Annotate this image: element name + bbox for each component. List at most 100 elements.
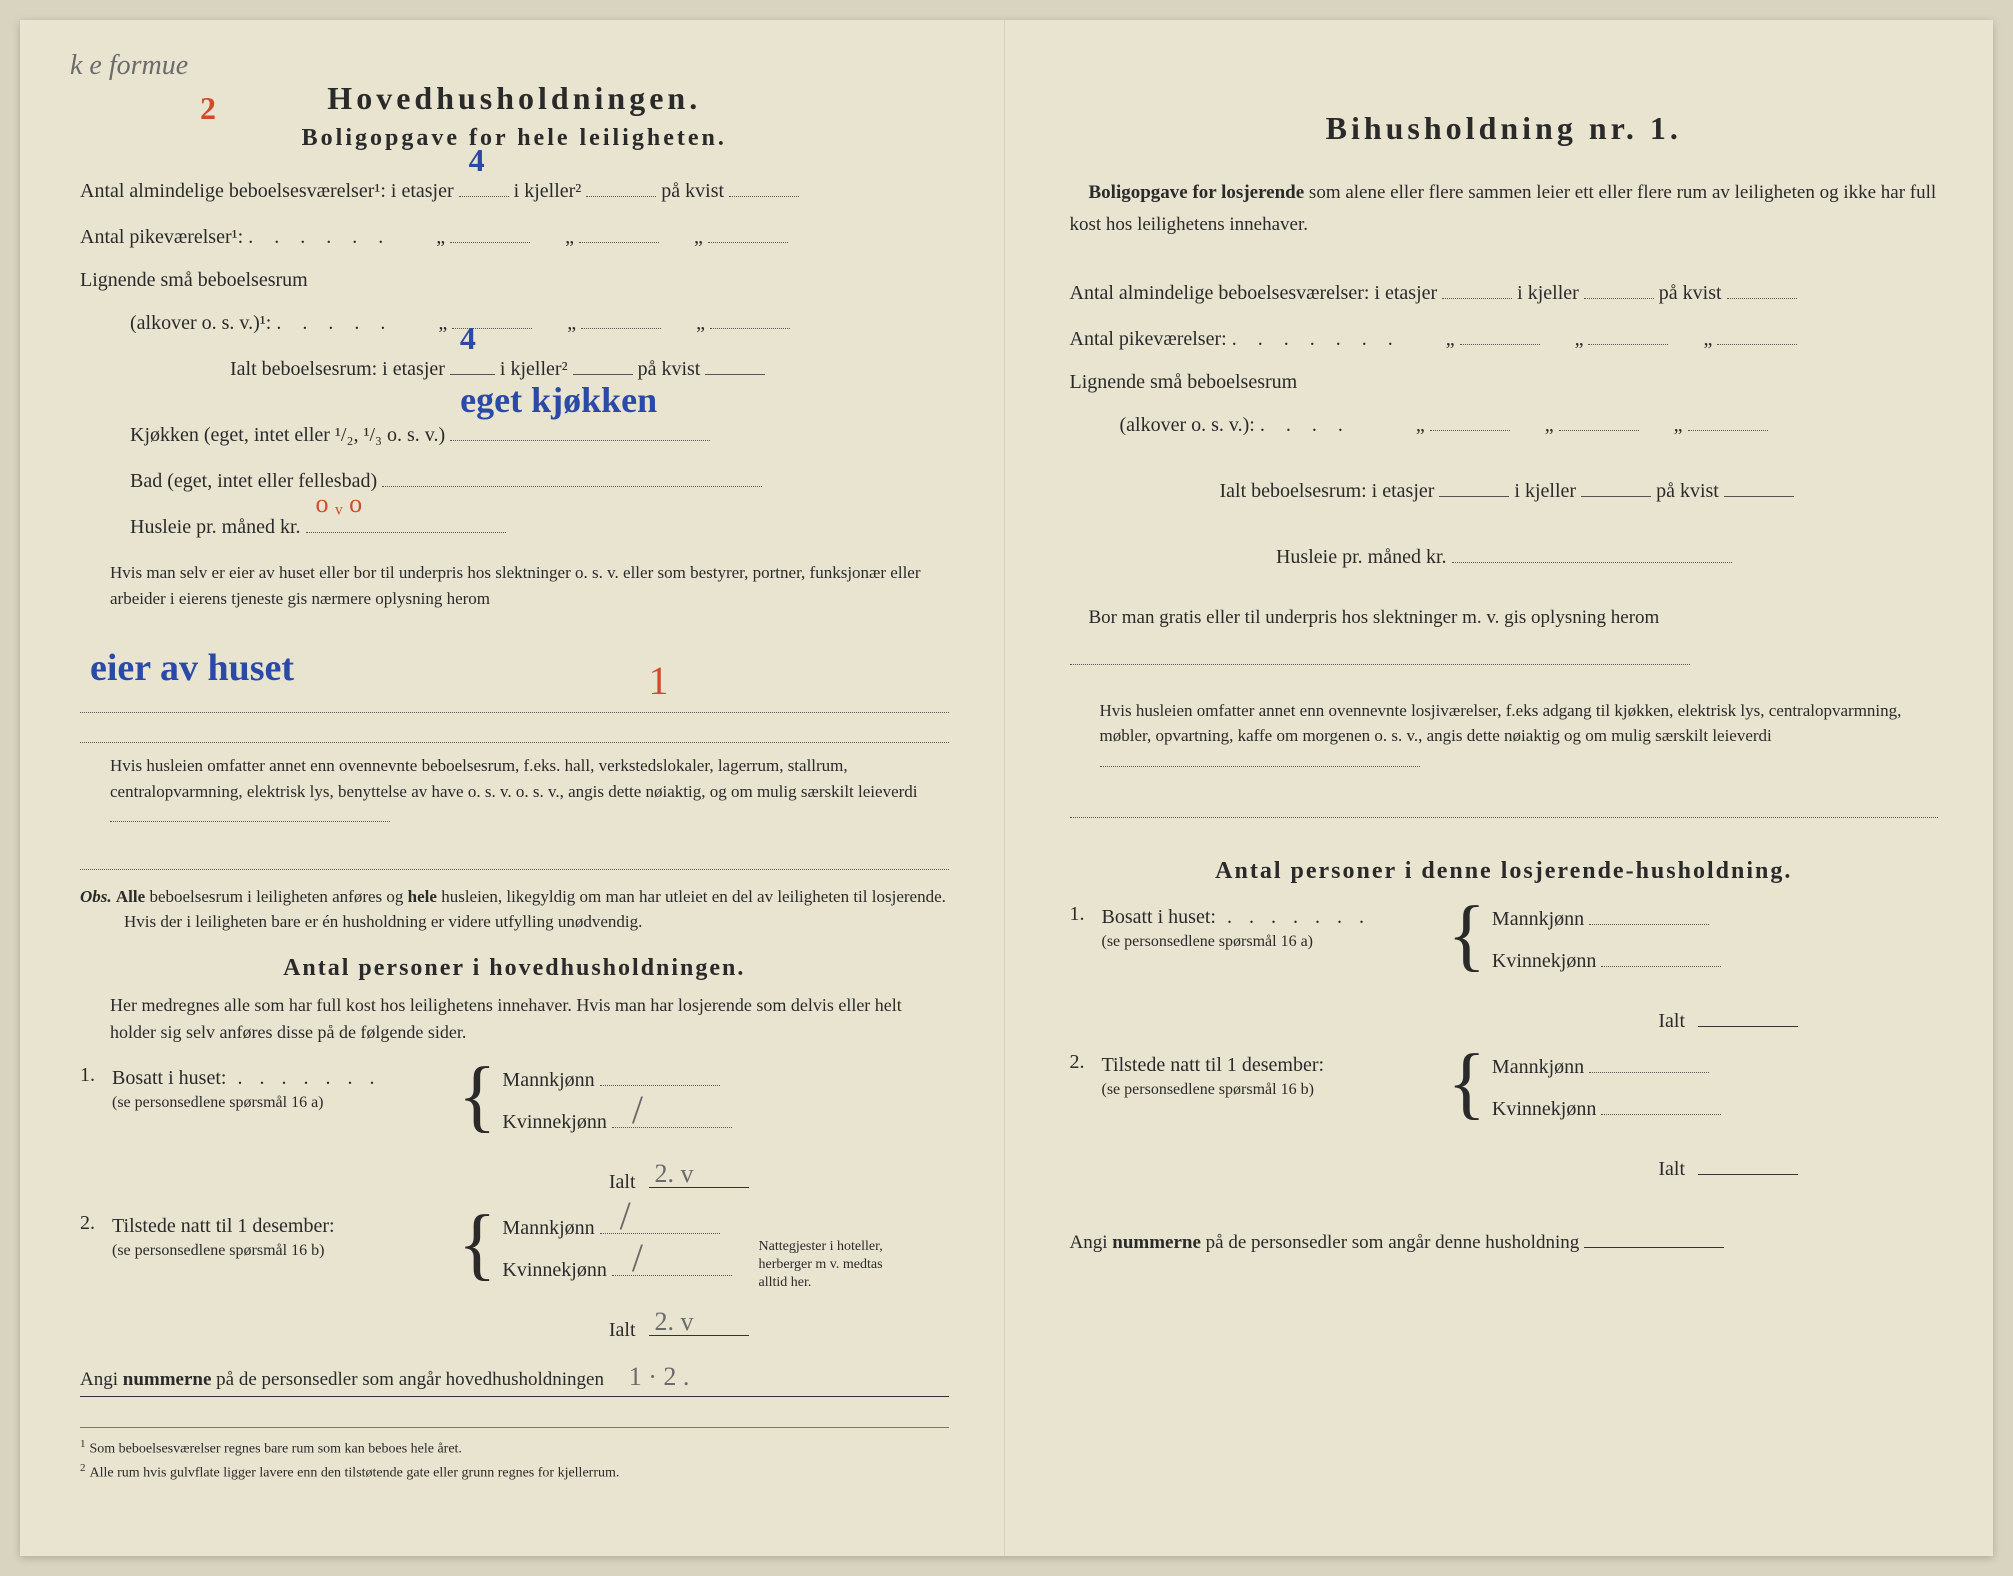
- mann-label: Mannkjønn: [502, 1217, 594, 1239]
- row-kitchen: Kjøkken (eget, intet eller ¹/₂, ¹/₃ o. s…: [80, 412, 949, 458]
- row-pikevaerelser: Antal pikeværelser: . . . . . . . „ „ „: [1070, 316, 1939, 362]
- blank: [382, 465, 762, 487]
- q2-values: Mannkjønn Kvinnekjønn: [1492, 1051, 1938, 1135]
- row-alkover: (alkover o. s. v.)¹: . . . . . „ „ „: [80, 300, 949, 346]
- seg-kjeller: i kjeller²: [514, 180, 582, 202]
- night-guest-note: Nattegjester i hoteller, herberger m v. …: [759, 1238, 909, 1293]
- ialt-label: Ialt: [609, 1319, 636, 1341]
- brace-icon: {: [1448, 903, 1486, 967]
- persons-title: Antal personer i denne losjerende-hushol…: [1070, 858, 1939, 885]
- label: Antal almindelige beboelsesværelser: i e…: [1070, 282, 1438, 304]
- blank: [1688, 409, 1768, 431]
- blank: [705, 353, 765, 375]
- census-form-document: k e formue 2 Hovedhusholdningen. Boligop…: [20, 20, 1993, 1556]
- q1-ialt: Ialt: [1070, 1005, 1939, 1033]
- blank: [729, 175, 799, 197]
- ialt-label: Ialt: [1658, 1010, 1685, 1032]
- q1-block: 1. Bosatt i huset: . . . . . . . (se per…: [1070, 903, 1939, 987]
- q2-sub: (se personsedlene spørsmål 16 b): [112, 1240, 452, 1262]
- row-rooms-ordinary: Antal almindelige beboelsesværelser: i e…: [1070, 270, 1939, 316]
- seg-kvist: på kvist: [1659, 282, 1722, 304]
- persons-title: Antal personer i hovedhusholdningen.: [80, 955, 949, 982]
- rent-detail-note: Hvis husleien omfatter annet enn ovennev…: [110, 753, 949, 830]
- blank: [1717, 323, 1797, 345]
- q1-label-group: Bosatt i huset: . . . . . . . (se person…: [112, 1064, 452, 1114]
- blank: [586, 175, 656, 197]
- label: Ialt beboelsesrum: i etasjer: [230, 358, 445, 380]
- q2-num: 2.: [1070, 1051, 1102, 1074]
- persons-note: Her medregnes alle som har full kost hos…: [110, 992, 949, 1046]
- footer-line: Angi nummerne på de personsedler som ang…: [80, 1362, 949, 1397]
- q2-ialt: Ialt: [1070, 1153, 1939, 1181]
- q2-sub: (se personsedlene spørsmål 16 b): [1102, 1079, 1442, 1101]
- label: Ialt beboelsesrum: i etasjer: [1220, 480, 1435, 502]
- rent-detail-note: Hvis husleien omfatter annet enn ovennev…: [1100, 698, 1939, 775]
- label: Antal almindelige beboelsesværelser¹: i …: [80, 180, 454, 202]
- blank: [1698, 1153, 1798, 1175]
- blank: [1559, 409, 1639, 431]
- q2-ialt: Ialt 2. v: [80, 1314, 949, 1342]
- q1-label: Bosatt i huset:: [1102, 906, 1216, 928]
- ialt-label: Ialt: [1658, 1158, 1685, 1180]
- q1-label: Bosatt i huset:: [112, 1067, 226, 1089]
- left-subtitle: Boligopgave for hele leiligheten.: [80, 125, 949, 152]
- seg-kjeller: i kjeller: [1514, 480, 1576, 502]
- blank: [708, 221, 788, 243]
- seg-kvist: på kvist: [661, 180, 724, 202]
- blank-line: [80, 844, 949, 870]
- blank: [579, 221, 659, 243]
- kvinne-label: Kvinnekjønn: [1492, 1098, 1596, 1120]
- intro-bold: Boligopgave for losjerende: [1089, 182, 1305, 203]
- blank: /: [612, 1254, 732, 1276]
- q2-label: Tilstede natt til 1 desember:: [1102, 1054, 1325, 1076]
- blank: [1584, 1227, 1724, 1248]
- blank: [1601, 1093, 1721, 1115]
- value-rent: o ᵥ o: [316, 474, 363, 534]
- footnote-2: 2Alle rum hvis gulvflate ligger lavere e…: [80, 1460, 949, 1484]
- q1-num: 1.: [80, 1064, 112, 1087]
- blank: [1581, 475, 1651, 497]
- margin-red-number: 2: [200, 90, 216, 127]
- q1-num: 1.: [1070, 903, 1102, 926]
- blank-line: [1070, 788, 1939, 818]
- footer-line: Angi nummerne på de personsedler som ang…: [1070, 1221, 1939, 1265]
- blank: [1727, 277, 1797, 299]
- mann-label: Mannkjønn: [1492, 1056, 1584, 1078]
- blank: [1584, 277, 1654, 299]
- obs-text2: Hvis der i leiligheten bare er én hushol…: [124, 909, 642, 935]
- margin-note-handwritten: k e formue: [70, 50, 188, 82]
- q2-block: 2. Tilstede natt til 1 desember: (se per…: [80, 1212, 949, 1296]
- row-rent: Husleie pr. måned kr.: [1070, 534, 1939, 580]
- blank: /: [612, 1106, 732, 1128]
- footnote-1: 1Som beboelsesværelser regnes bare rum s…: [80, 1436, 949, 1460]
- brace-icon: {: [1448, 1051, 1486, 1115]
- intro: Boligopgave for losjerende som alene ell…: [1070, 177, 1939, 242]
- label: Antal pikeværelser¹:: [80, 226, 243, 248]
- q2-ialt-val: 2. v: [655, 1307, 694, 1337]
- q1-label-group: Bosatt i huset: . . . . . . . (se person…: [1102, 903, 1442, 953]
- left-page: k e formue 2 Hovedhusholdningen. Boligop…: [20, 20, 1005, 1556]
- footer-pencil: 1 · 2 .: [629, 1362, 690, 1391]
- q1-values: Mannkjønn Kvinnekjønn /: [502, 1064, 948, 1148]
- value-etasjer: 4: [469, 124, 485, 198]
- value-kitchen: eget kjøkken: [460, 359, 657, 442]
- kvinne-label: Kvinnekjønn: [1492, 950, 1596, 972]
- blank: [1601, 945, 1721, 967]
- row-bath: Bad (eget, intet eller fellesbad): [80, 458, 949, 504]
- brace-icon: {: [458, 1212, 496, 1276]
- blank: [1070, 646, 1690, 665]
- mann-label: Mannkjønn: [502, 1069, 594, 1091]
- blank: [1698, 1005, 1798, 1027]
- q2-label-group: Tilstede natt til 1 desember: (se person…: [1102, 1051, 1442, 1101]
- sub-label: (alkover o. s. v.)¹:: [130, 312, 271, 334]
- q1-sub: (se personsedlene spørsmål 16 a): [112, 1092, 452, 1114]
- blank: [1460, 323, 1540, 345]
- obs-label: Obs.: [80, 887, 112, 906]
- kvinne-label: Kvinnekjønn: [502, 1259, 606, 1281]
- row-rent: Husleie pr. måned kr. o ᵥ o: [80, 504, 949, 550]
- kvinne-label: Kvinnekjønn: [502, 1111, 606, 1133]
- mann-label: Mannkjønn: [1492, 908, 1584, 930]
- blank: [110, 805, 390, 822]
- blank: [450, 221, 530, 243]
- label: Husleie pr. måned kr.: [1276, 546, 1447, 568]
